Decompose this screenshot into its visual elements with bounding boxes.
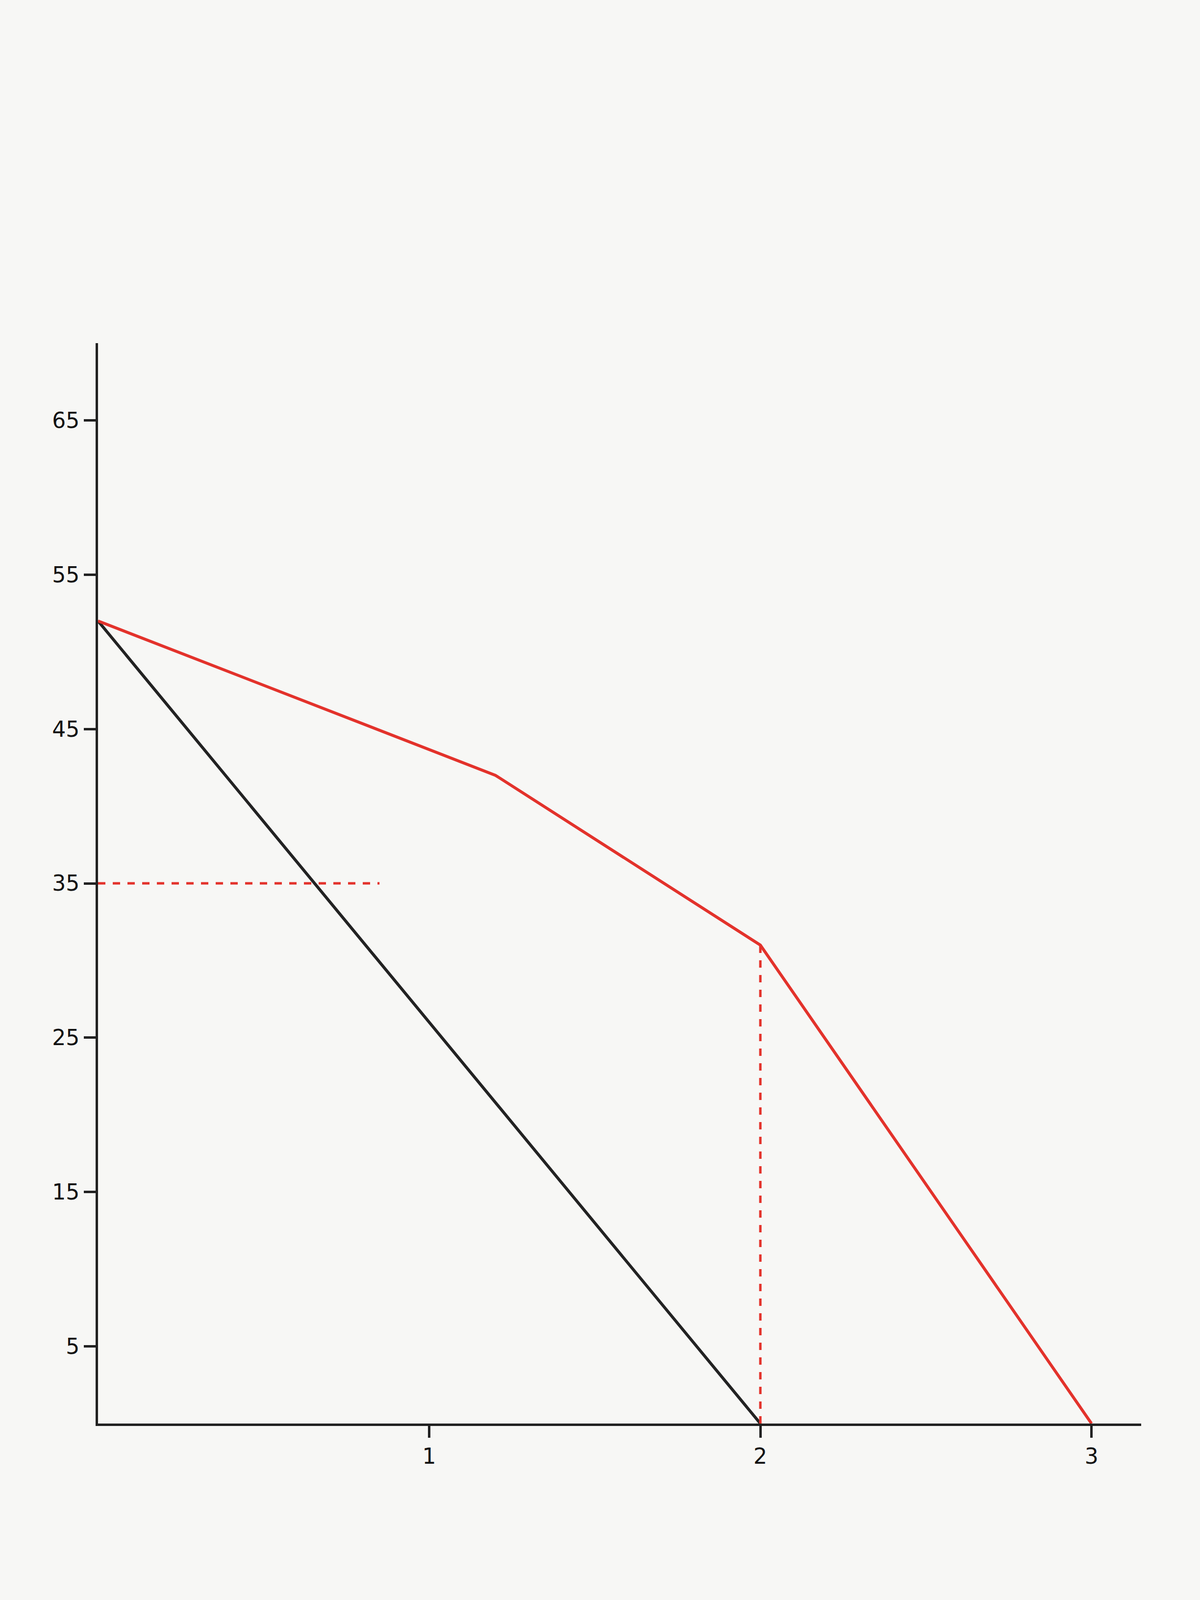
svg-text:2: 2 xyxy=(753,1443,768,1469)
svg-text:1: 1 xyxy=(422,1443,437,1469)
svg-text:5: 5 xyxy=(65,1333,80,1359)
svg-text:3: 3 xyxy=(1084,1443,1099,1469)
svg-text:65: 65 xyxy=(51,407,80,433)
svg-text:55: 55 xyxy=(51,562,80,588)
svg-text:35: 35 xyxy=(51,870,80,896)
svg-text:45: 45 xyxy=(51,716,80,742)
svg-text:25: 25 xyxy=(51,1025,80,1050)
svg-text:15: 15 xyxy=(51,1179,80,1205)
